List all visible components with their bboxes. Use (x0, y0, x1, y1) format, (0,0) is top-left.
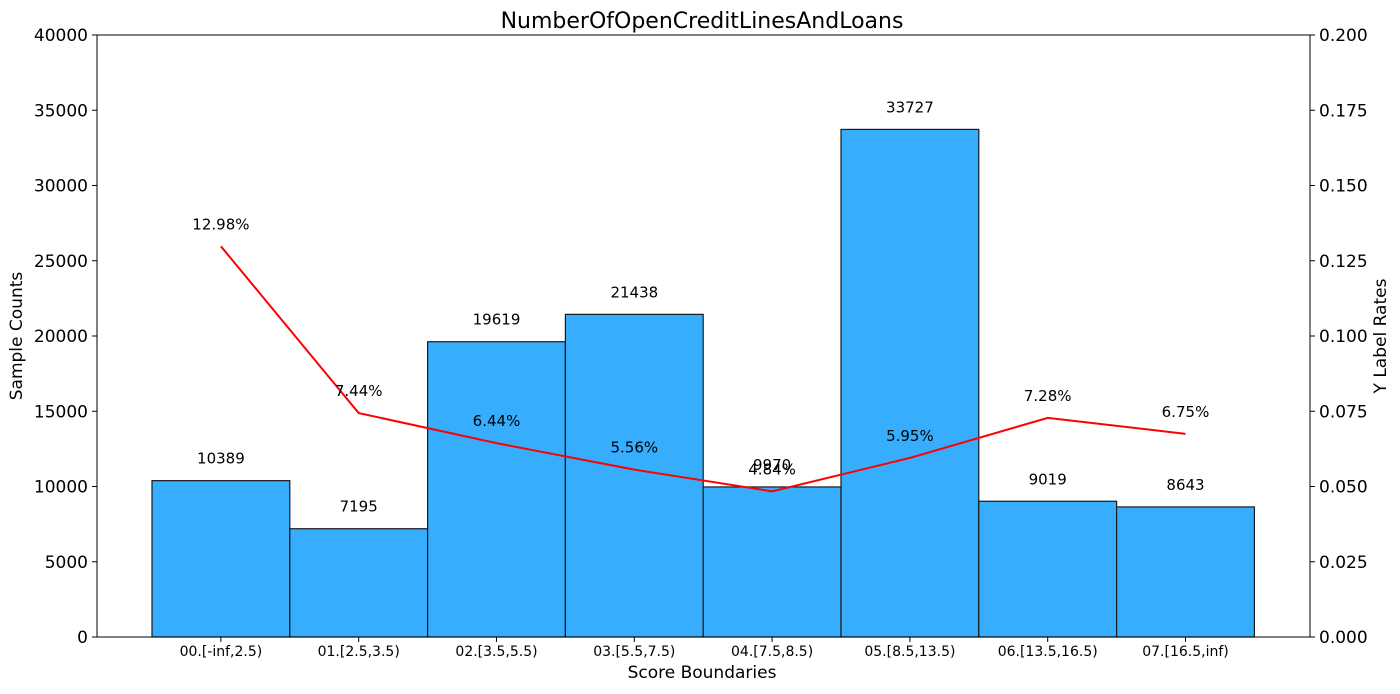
rate-value-label: 5.95% (886, 427, 934, 445)
bar-value-label: 10389 (197, 450, 245, 468)
bar (1115, 506, 1255, 638)
bar (978, 500, 1118, 638)
x-tick-label: 04.[7.5,8.5) (731, 644, 813, 660)
labels-layer: 10389 00.[-inf,2.5) 7195 01.[2.5,3.5) 19619 0… (34, 26, 1368, 660)
y-axis-label: Sample Counts (7, 272, 27, 401)
x-tick-label: 01.[2.5,3.5) (318, 644, 400, 660)
y2-tick-label: 0.150 (1319, 177, 1368, 197)
bar-value-label: 33727 (886, 98, 934, 116)
y2-tick-label: 0.175 (1319, 101, 1368, 121)
rate-value-label: 12.98% (192, 215, 249, 233)
rate-value-label: 7.44% (335, 382, 383, 400)
rate-value-label: 6.44% (473, 412, 521, 430)
x-tick-label: 03.[5.5,7.5) (593, 644, 675, 660)
y2-tick-label: 0.075 (1319, 402, 1368, 422)
x-tick-label: 05.[8.5,13.5) (864, 644, 955, 660)
y2-tick-label: 0.050 (1319, 478, 1368, 498)
bar-value-label: 8643 (1166, 476, 1204, 494)
bar-value-label: 7195 (340, 498, 378, 516)
rate-line-layer (220, 245, 1186, 493)
y2-tick-label: 0.200 (1319, 26, 1368, 46)
y2-tick-label: 0.125 (1319, 252, 1368, 272)
x-tick-label: 02.[3.5,5.5) (455, 644, 537, 660)
y-tick-label: 15000 (34, 402, 88, 422)
rate-value-label: 6.75% (1162, 403, 1210, 421)
bar-value-label: 19619 (473, 311, 521, 329)
y2-tick-label: 0.025 (1319, 553, 1368, 573)
bar-value-label: 9970 (753, 456, 791, 474)
y-tick-label: 40000 (34, 26, 88, 46)
y-tick-label: 0 (77, 628, 88, 648)
y-tick-label: 5000 (45, 553, 88, 573)
rate-value-label: 5.56% (610, 439, 658, 457)
y-tick-label: 25000 (34, 252, 88, 272)
y2-axis-label: Y Label Rates (1371, 278, 1391, 394)
y-tick-label: 10000 (34, 478, 88, 498)
y2-tick-label: 0.100 (1319, 327, 1368, 347)
chart-title: NumberOfOpenCreditLinesAndLoans (501, 9, 904, 34)
axes-layer (92, 34, 1315, 642)
x-axis-label: Score Boundaries (628, 663, 777, 683)
bar (151, 480, 291, 638)
y-tick-label: 20000 (34, 327, 88, 347)
x-tick-label: 06.[13.5,16.5) (998, 644, 1098, 660)
rate-value-label: 7.28% (1024, 387, 1072, 405)
bar-value-label: 21438 (610, 283, 658, 301)
y-tick-label: 30000 (34, 177, 88, 197)
y-tick-label: 35000 (34, 101, 88, 121)
bar (840, 128, 980, 638)
bar (289, 528, 429, 638)
bar (427, 341, 567, 638)
x-tick-label: 07.[16.5,inf) (1142, 644, 1229, 660)
bar (564, 313, 704, 638)
bar (702, 486, 842, 638)
bar-value-label: 9019 (1029, 470, 1067, 488)
rate-value-label: 4.84% (748, 460, 796, 478)
bars-layer (151, 128, 1255, 638)
rate-line (220, 245, 1186, 493)
y2-tick-label: 0.000 (1319, 628, 1368, 648)
x-tick-label: 00.[-inf,2.5) (180, 644, 263, 660)
